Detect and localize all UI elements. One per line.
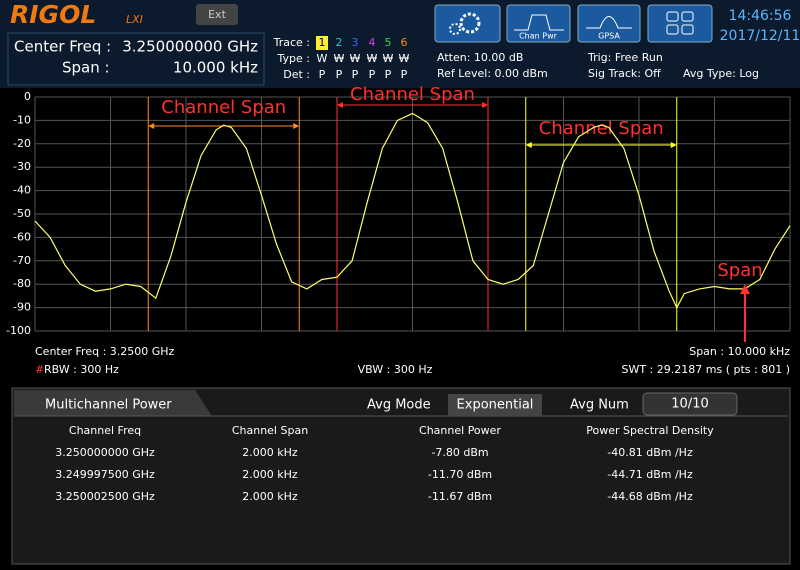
y-tick-label: 0 xyxy=(24,90,31,103)
table-cell: -11.67 dBm xyxy=(428,490,492,503)
trace-label: Trace : xyxy=(273,36,310,49)
rbw-flag: # xyxy=(35,363,44,376)
table-cell: 3.250002500 GHz xyxy=(55,490,155,503)
ext-label: Ext xyxy=(208,8,226,21)
menu-button[interactable] xyxy=(647,4,713,43)
gear-icon xyxy=(449,23,461,35)
menu-icon xyxy=(666,11,679,22)
y-tick-label: -60 xyxy=(13,230,31,243)
span-annotation: Span xyxy=(717,260,762,281)
lxi: LXI xyxy=(126,13,143,26)
y-tick-label: -40 xyxy=(13,184,31,197)
gpsa-button[interactable] xyxy=(577,4,641,43)
channel-label: Channel Span xyxy=(161,97,286,118)
center-freq: 3.250000000 GHz xyxy=(122,38,258,56)
table-cell: -44.68 dBm /Hz xyxy=(607,490,693,503)
y-tick-label: -100 xyxy=(6,324,31,337)
type-label: Type : xyxy=(277,52,310,65)
table-cell: -11.70 dBm xyxy=(428,468,492,481)
trace-number: 2 xyxy=(336,36,343,49)
rbw: RBW : 300 Hz xyxy=(44,363,119,376)
gpsa-icon xyxy=(586,16,632,29)
table-cell: 2.000 kHz xyxy=(242,468,298,481)
trace-type: W xyxy=(317,52,328,65)
table-cell: 2.000 kHz xyxy=(242,446,298,459)
chan-pwr-label: Chan Pwr xyxy=(519,32,558,41)
channel-label: Channel Span xyxy=(539,118,664,139)
table-header: Channel Power xyxy=(419,424,501,437)
plot: 0 -10 -20 -30 -40 -50 -60 -70 -80 -90 -100 Channel … xyxy=(6,84,791,342)
trig: Trig: Free Run xyxy=(587,51,663,64)
vbw: VBW : 300 Hz xyxy=(358,363,433,376)
chan-pwr-button[interactable] xyxy=(506,4,571,43)
avg-type: Avg Type: Log xyxy=(683,67,759,80)
trace-number: 6 xyxy=(401,36,408,49)
panel-tab xyxy=(14,390,212,416)
brand: RIGOL xyxy=(10,0,96,29)
table-cell: -40.81 dBm /Hz xyxy=(607,446,693,459)
table-header: Channel Span xyxy=(232,424,308,437)
avg-mode-label: Avg Mode xyxy=(367,398,431,413)
table-header: Power Spectral Density xyxy=(586,424,714,437)
gear-icon xyxy=(459,12,481,34)
table-cell: -44.71 dBm /Hz xyxy=(607,468,693,481)
time: 14:46:56 xyxy=(729,8,792,24)
span-arrow-head xyxy=(740,284,750,294)
trace-det: P xyxy=(369,68,376,81)
panel-title: Multichannel Power xyxy=(45,398,172,413)
trace-det: P xyxy=(385,68,392,81)
trace-det: P xyxy=(319,68,326,81)
ext-button[interactable] xyxy=(196,4,238,25)
trace-number: 4 xyxy=(369,36,376,49)
trace-det: P xyxy=(336,68,343,81)
avg-num-box[interactable] xyxy=(642,392,738,416)
y-tick-label: -70 xyxy=(13,254,31,267)
menu-icon xyxy=(681,11,694,22)
center-freq-label: Center Freq : xyxy=(14,38,111,56)
trace-number: 1 xyxy=(319,36,326,49)
footer-center-freq: Center Freq : 3.2500 GHz xyxy=(35,345,175,358)
freq-box xyxy=(7,32,265,86)
ref-level: Ref Level: 0.00 dBm xyxy=(437,67,548,80)
menu-icon xyxy=(681,24,694,35)
y-tick-label: -20 xyxy=(13,137,31,150)
toolbar: Chan Pwr GPSA xyxy=(434,4,713,43)
span: 10.000 kHz xyxy=(173,59,258,77)
result-table: Channel Freq Channel Span Channel Power Pow… xyxy=(55,424,714,503)
swt: SWT : 29.2187 ms ( pts : 801 ) xyxy=(621,363,790,376)
table-cell: 3.250000000 GHz xyxy=(55,446,155,459)
span-label: Span : xyxy=(62,59,110,77)
trace-highlight xyxy=(316,36,328,50)
y-tick-label: -80 xyxy=(13,277,31,290)
y-tick-label: -90 xyxy=(13,301,31,314)
settings-button[interactable] xyxy=(434,4,501,43)
table-header: Channel Freq xyxy=(69,424,141,437)
trace-number: 3 xyxy=(352,36,359,49)
gpsa-label: GPSA xyxy=(598,32,620,41)
y-tick-label: -10 xyxy=(13,113,31,126)
avg-num-label: Avg Num xyxy=(570,398,629,413)
date: 2017/12/11 xyxy=(720,28,800,44)
det-label: Det : xyxy=(283,68,310,81)
atten: Atten: 10.00 dB xyxy=(437,51,523,64)
footer-span: Span : 10.000 kHz xyxy=(689,345,790,358)
chan-pwr-icon xyxy=(514,14,564,31)
avg-num: 10/10 xyxy=(671,397,708,412)
trace-det: P xyxy=(401,68,408,81)
avg-mode-box[interactable] xyxy=(448,394,542,416)
table-cell: -7.80 dBm xyxy=(431,446,488,459)
trace xyxy=(34,112,791,309)
avg-mode: Exponential xyxy=(457,398,534,413)
measurement-panel xyxy=(11,387,791,565)
trace-det: P xyxy=(352,68,359,81)
y-tick-label: -30 xyxy=(13,160,31,173)
table-cell: 2.000 kHz xyxy=(242,490,298,503)
y-tick-label: -50 xyxy=(13,207,31,220)
menu-icon xyxy=(666,24,679,35)
table-cell: 3.249997500 GHz xyxy=(55,468,155,481)
channel-label: Channel Span xyxy=(350,84,475,105)
sig-track: Sig Track: Off xyxy=(588,67,661,80)
trace-number: 5 xyxy=(385,36,392,49)
